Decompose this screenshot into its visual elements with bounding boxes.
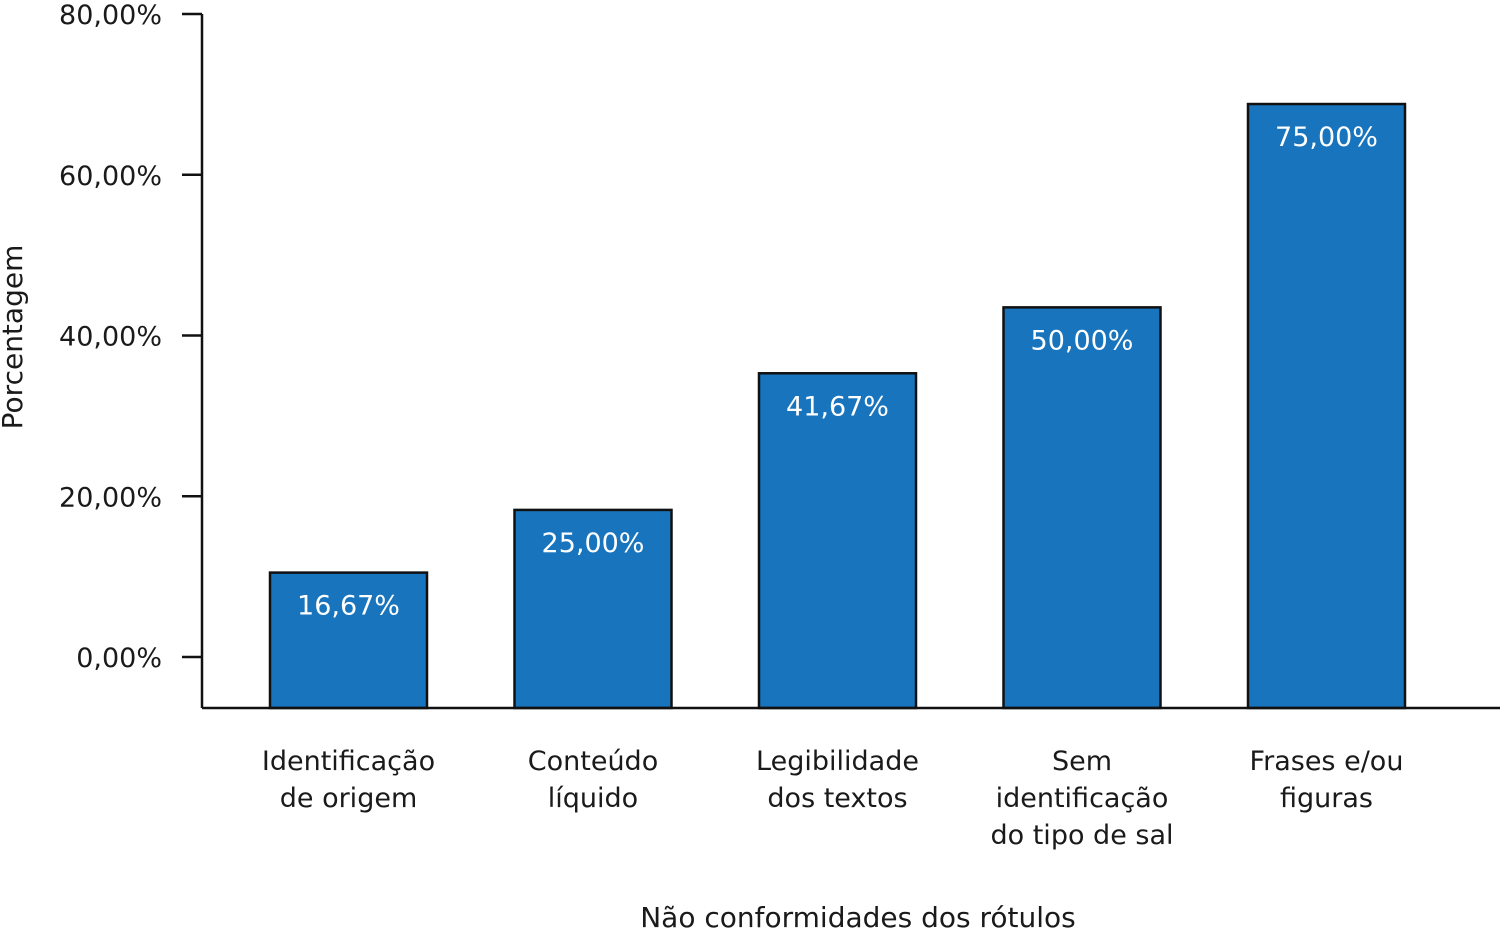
- y-tick-label: 0,00%: [76, 643, 162, 674]
- y-tick-label: 80,00%: [59, 0, 162, 31]
- bars: 16,67% 25,00% 41,67% 50,00% 75,00%: [268, 102, 1407, 710]
- bar-data-label: 75,00%: [1275, 122, 1378, 153]
- x-category-label: Conteúdo líquido: [528, 746, 658, 814]
- bar: [1002, 306, 1162, 710]
- y-tick-label: 20,00%: [59, 482, 162, 513]
- x-category-label: Frases e/ou figuras: [1250, 746, 1404, 814]
- y-axis-title: Porcentagem: [0, 245, 29, 430]
- x-category-label: Legibilidade dos textos: [756, 746, 919, 814]
- y-tick-label: 60,00%: [59, 161, 162, 192]
- bar: [757, 372, 918, 710]
- x-axis-category-labels: Identificação de origem Conteúdo líquido Leg…: [262, 746, 1404, 851]
- x-axis-title: Não conformidades dos rótulos: [640, 901, 1076, 931]
- bar: [1246, 102, 1407, 710]
- bar-data-label: 41,67%: [786, 391, 889, 422]
- x-category-label: Sem identificação do tipo de sal: [990, 746, 1173, 851]
- x-category-label: Identificação de origem: [262, 746, 435, 814]
- bar-data-label: 50,00%: [1031, 325, 1134, 356]
- bar: [268, 571, 429, 710]
- bar-data-label: 25,00%: [542, 528, 645, 559]
- y-axis-ticks: 0,00% 20,00% 40,00% 60,00% 80,00%: [59, 0, 202, 674]
- bar-data-label: 16,67%: [297, 591, 400, 622]
- y-tick-label: 40,00%: [59, 322, 162, 353]
